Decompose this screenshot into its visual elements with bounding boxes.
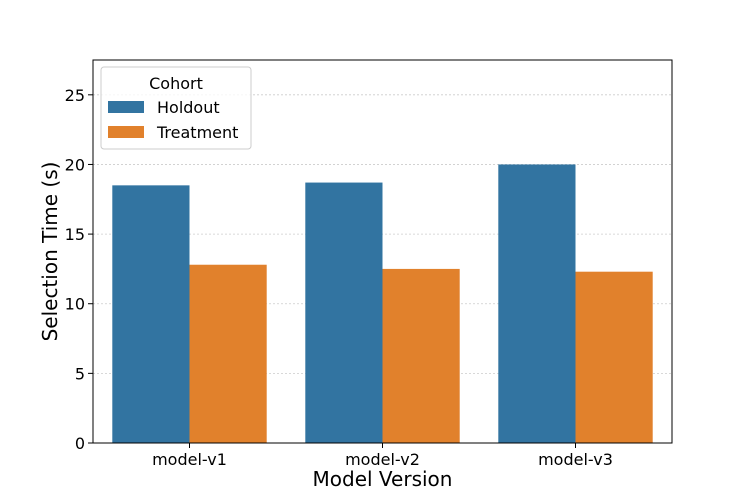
y-tick-label: 20 [65,155,85,174]
x-tick-label: model-v2 [345,450,420,469]
legend-label-holdout: Holdout [157,98,220,117]
bar-treatment-model-v1 [189,264,267,443]
y-axis-title: Selection Time (s) [38,162,62,342]
bar-holdout-model-v2 [305,182,383,443]
y-tick-label: 5 [75,364,85,383]
bar-treatment-model-v2 [382,268,460,443]
legend-swatch-treatment [108,126,144,138]
legend-swatch-holdout [108,101,144,113]
legend: Cohort Holdout Treatment [100,66,252,150]
legend-title: Cohort [149,74,203,93]
bar-holdout-model-v3 [498,164,576,444]
bar-holdout-model-v1 [112,185,190,443]
bar-treatment-model-v3 [575,271,653,443]
y-axis-ticks: 0 5 10 15 20 25 [65,86,93,453]
y-tick-label: 25 [65,86,85,105]
legend-label-treatment: Treatment [156,123,238,142]
x-axis-title: Model Version [313,467,453,491]
bars [112,164,653,444]
x-tick-label: model-v3 [538,450,613,469]
y-tick-label: 10 [65,295,85,314]
y-tick-label: 0 [75,434,85,453]
x-tick-label: model-v1 [152,450,227,469]
x-axis-ticks: model-v1 model-v2 model-v3 [152,443,613,469]
y-tick-label: 15 [65,225,85,244]
